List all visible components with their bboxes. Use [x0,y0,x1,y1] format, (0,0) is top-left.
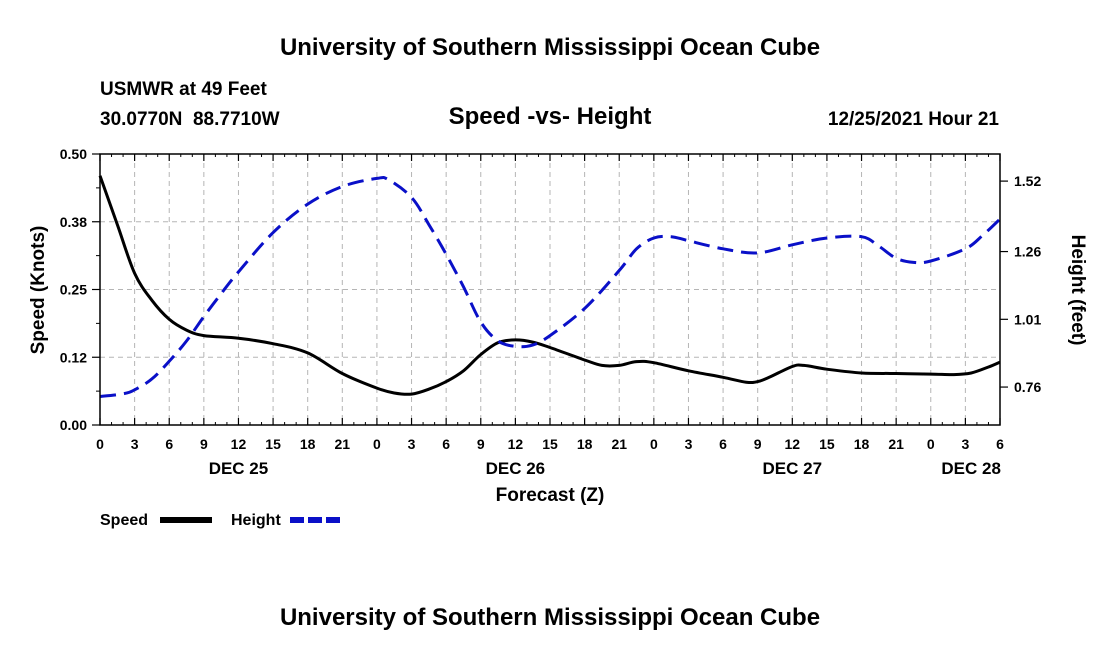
x-tick-label: 9 [754,436,762,452]
y-tick-label: 0.50 [60,146,87,162]
axes: 0 3 6 9 12 15 18 21 0 3 6 9 12 15 18 21 0 3 6 9 12 15 18 21 0 3 6 D… [60,146,1042,478]
x-tick-label: 21 [888,436,904,452]
x-tick-label: 18 [577,436,593,452]
x-tick-label: 21 [335,436,351,452]
x-tick-label: 0 [927,436,935,452]
x-tick-label: 15 [265,436,281,452]
x-tick-label: 6 [996,436,1004,452]
y2-tick-label: 1.52 [1014,173,1041,189]
x-tick-label: 12 [785,436,801,452]
x-tick-label: 3 [685,436,693,452]
title-bottom: University of Southern Mississippi Ocean… [280,604,820,631]
x-tick-label: 15 [819,436,835,452]
chart-subtitle: Speed -vs- Height [449,103,652,130]
y-tick-label: 0.38 [60,214,87,230]
x-axis-label: Forecast (Z) [496,485,605,506]
timestamp-label: 12/25/2021 Hour 21 [828,109,1000,130]
day-label: DEC 26 [486,459,546,478]
series-line-speed [98,175,1001,396]
series-line-height [99,175,1002,398]
y-tick-label: 0.00 [60,417,87,433]
x-tick-label: 9 [200,436,208,452]
y2-axis-label: Height (feet) [1067,235,1088,346]
x-tick-label: 0 [96,436,104,452]
x-tick-label: 12 [231,436,247,452]
x-tick-label: 15 [542,436,558,452]
x-tick-label: 3 [961,436,969,452]
x-tick-label: 18 [300,436,316,452]
x-tick-label: 12 [508,436,524,452]
legend-label-speed: Speed [100,512,148,529]
station-label: USMWR at 49 Feet [100,79,267,100]
x-tick-label: 6 [442,436,450,452]
y2-tick-label: 1.26 [1014,244,1041,260]
y-tick-label: 0.25 [60,282,87,298]
y-tick-label: 0.12 [60,349,87,365]
day-label: DEC 25 [209,459,269,478]
y2-tick-label: 0.76 [1014,379,1041,395]
day-label: DEC 28 [941,459,1001,478]
y2-tick-label: 1.01 [1014,311,1041,327]
x-tick-label: 0 [650,436,658,452]
x-tick-label: 3 [131,436,139,452]
coords-label: 30.0770N 88.7710W [100,109,280,130]
day-label: DEC 27 [763,459,823,478]
x-tick-label: 6 [165,436,173,452]
title-top: University of Southern Mississippi Ocean… [280,34,820,61]
legend: Speed Height [100,512,342,529]
legend-label-height: Height [231,512,281,529]
series-layer [98,175,1002,398]
y-axis-label: Speed (Knots) [28,226,49,355]
x-tick-label: 18 [854,436,870,452]
x-tick-label: 3 [408,436,416,452]
x-tick-label: 6 [719,436,727,452]
x-tick-label: 0 [373,436,381,452]
x-tick-label: 9 [477,436,485,452]
grid [99,154,1001,425]
x-tick-label: 21 [611,436,627,452]
